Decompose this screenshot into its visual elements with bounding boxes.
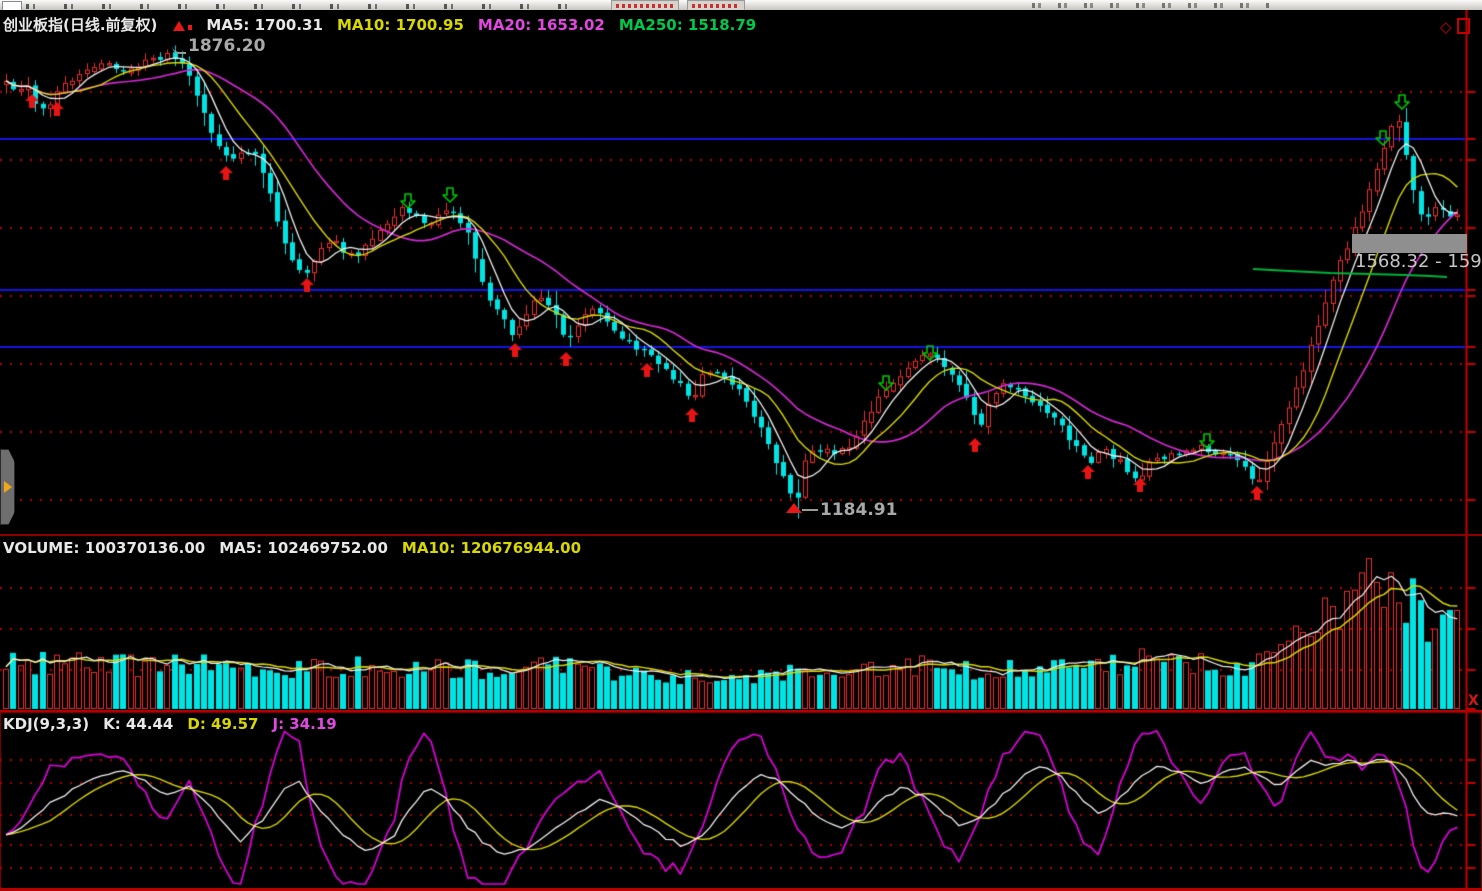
bottom-border <box>0 888 1482 891</box>
sidebar-collapse-handle[interactable] <box>0 449 15 525</box>
low-price-annotation: 1184.91 <box>820 500 898 520</box>
close-icon[interactable]: X <box>1468 693 1479 709</box>
ma5-value: MA5: 1700.31 <box>206 16 323 34</box>
price-range-tooltip-box <box>1352 234 1467 253</box>
volume-ma10-value: MA10: 120676944.00 <box>401 539 582 557</box>
quote-text-cropped <box>692 4 740 8</box>
main-candlestick-chart[interactable] <box>0 10 1482 534</box>
kdj-chart[interactable] <box>0 712 1482 889</box>
instrument-title[interactable]: 创业板指(日线.前复权) <box>3 16 158 34</box>
kdj-j-value: J: 34.19 <box>272 715 337 733</box>
main-chart-header: 创业板指(日线.前复权) MA5: 1700.31 MA10: 1700.95 MA2… <box>3 14 770 35</box>
quote-text-cropped <box>616 4 674 8</box>
up-arrow-icon <box>173 21 186 31</box>
low-pointer-line <box>802 509 818 511</box>
ma20-value: MA20: 1653.02 <box>477 16 605 34</box>
up-arrow-stem-icon <box>188 25 193 30</box>
peak-price-annotation: 1876.20 <box>188 36 266 56</box>
volume-ma5-value: MA5: 102469752.00 <box>219 539 388 557</box>
ma10-value: MA10: 1700.95 <box>336 16 464 34</box>
kdj-k-value: K: 44.44 <box>103 715 174 733</box>
menubar-right-text-cropped <box>1032 3 1272 8</box>
price-range-label: 1568.32 - 159 <box>1355 251 1482 272</box>
window-icon[interactable] <box>1456 18 1470 34</box>
volume-chart[interactable] <box>0 536 1482 710</box>
chart-header-icons: ◇ <box>1440 18 1470 36</box>
low-triangle-marker <box>786 503 802 513</box>
volume-value: VOLUME: 100370136.00 <box>3 539 206 557</box>
volume-header: VOLUME: 100370136.00 MA5: 102469752.00 MA1… <box>3 539 595 557</box>
menu-items-cropped[interactable] <box>26 4 586 9</box>
kdj-d-value: D: 49.57 <box>187 715 259 733</box>
divider-volume-kdj <box>0 710 1482 712</box>
kdj-name[interactable]: KDJ(9,3,3) <box>3 715 90 733</box>
kdj-header: KDJ(9,3,3) K: 44.44 D: 49.57 J: 34.19 <box>3 715 351 733</box>
diamond-icon[interactable]: ◇ <box>1440 18 1452 36</box>
divider-main-volume <box>0 534 1482 536</box>
peak-pointer-line <box>172 46 186 54</box>
ma250-value: MA250: 1518.79 <box>618 16 757 34</box>
expand-arrow-icon <box>4 481 12 493</box>
